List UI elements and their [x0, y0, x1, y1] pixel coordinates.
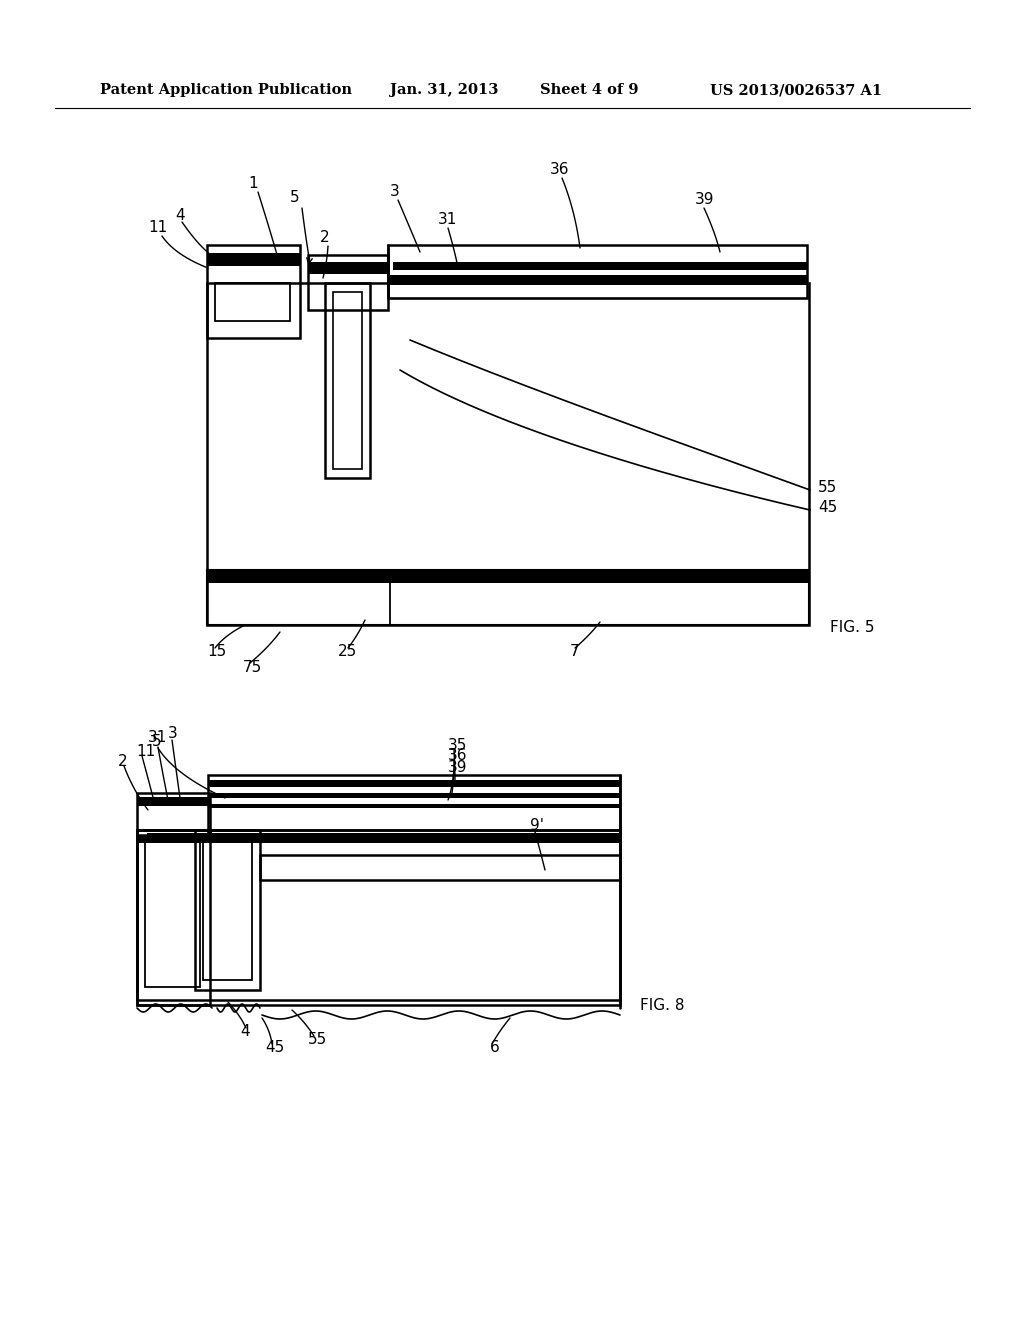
- Text: 3: 3: [390, 185, 399, 199]
- Text: 5: 5: [290, 190, 300, 206]
- Bar: [388, 275, 807, 285]
- Text: 5: 5: [152, 734, 162, 750]
- Text: 4: 4: [175, 207, 184, 223]
- Bar: [308, 261, 388, 275]
- Bar: [147, 833, 620, 843]
- Text: 31: 31: [148, 730, 167, 746]
- Bar: [207, 570, 809, 583]
- Text: 45: 45: [265, 1040, 285, 1056]
- Bar: [325, 282, 370, 478]
- Text: 35: 35: [449, 738, 467, 752]
- Text: 3: 3: [168, 726, 178, 742]
- Text: 36: 36: [449, 748, 468, 763]
- Text: 4: 4: [240, 1024, 250, 1040]
- Text: 9': 9': [530, 817, 544, 833]
- Bar: [137, 830, 620, 1005]
- Text: 31: 31: [438, 213, 458, 227]
- Bar: [215, 282, 290, 321]
- Text: 15: 15: [207, 644, 226, 660]
- Bar: [308, 255, 388, 310]
- Text: 1: 1: [248, 176, 258, 190]
- Bar: [207, 570, 809, 624]
- Text: US 2013/0026537 A1: US 2013/0026537 A1: [710, 83, 882, 96]
- Bar: [137, 830, 620, 1001]
- Text: 11: 11: [148, 220, 167, 235]
- Text: 7: 7: [570, 644, 580, 660]
- Bar: [388, 246, 807, 298]
- Text: 25: 25: [338, 644, 357, 660]
- Bar: [208, 804, 620, 808]
- Text: 6: 6: [490, 1040, 500, 1056]
- Text: 11: 11: [136, 744, 156, 759]
- Text: Patent Application Publication: Patent Application Publication: [100, 83, 352, 96]
- Text: Jan. 31, 2013: Jan. 31, 2013: [390, 83, 499, 96]
- Text: 55: 55: [308, 1032, 328, 1048]
- Bar: [393, 261, 807, 271]
- Bar: [208, 780, 620, 787]
- Bar: [137, 836, 620, 843]
- Text: FIG. 8: FIG. 8: [640, 998, 684, 1012]
- Text: 2: 2: [319, 231, 330, 246]
- Bar: [333, 292, 362, 469]
- Bar: [145, 842, 200, 987]
- Text: FIG. 5: FIG. 5: [830, 620, 874, 635]
- Bar: [207, 246, 300, 338]
- Text: Sheet 4 of 9: Sheet 4 of 9: [540, 83, 639, 96]
- Bar: [208, 775, 620, 836]
- Bar: [207, 253, 300, 267]
- Text: 36: 36: [550, 162, 569, 177]
- Bar: [137, 793, 210, 836]
- Text: 2: 2: [118, 755, 128, 770]
- Text: 39: 39: [449, 759, 468, 775]
- Bar: [207, 282, 809, 624]
- Bar: [137, 830, 210, 1005]
- Bar: [203, 840, 252, 979]
- Bar: [208, 793, 620, 799]
- Bar: [195, 830, 260, 990]
- Text: 45: 45: [818, 500, 838, 516]
- Bar: [260, 855, 620, 880]
- Text: 55: 55: [818, 479, 838, 495]
- Text: 75: 75: [243, 660, 262, 676]
- Bar: [137, 797, 210, 807]
- Text: 39: 39: [695, 193, 715, 207]
